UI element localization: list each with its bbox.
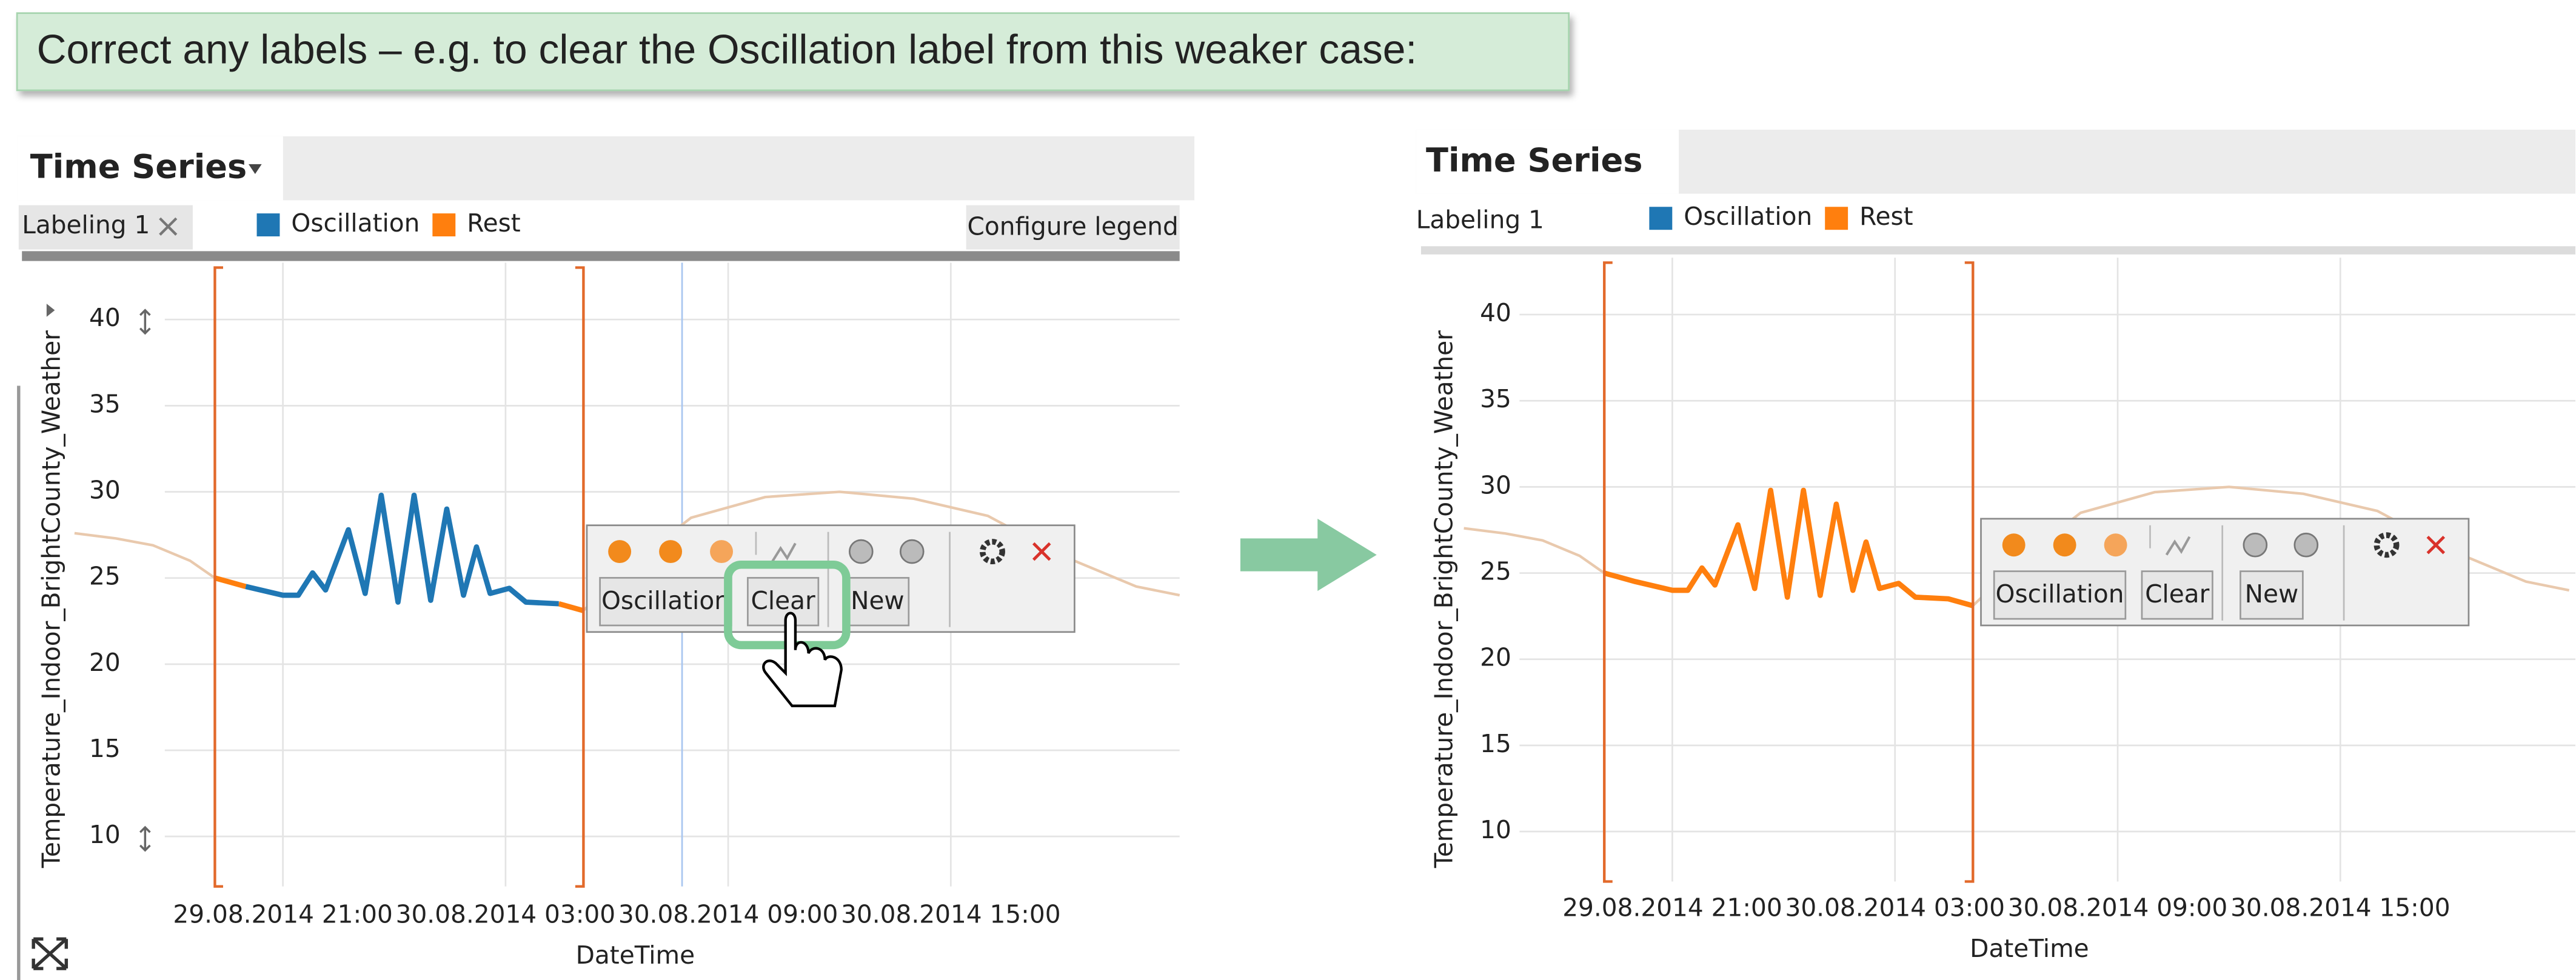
settings-icon[interactable] — [979, 539, 1005, 565]
x-tick-label: 29.08.2014 21:00 — [173, 899, 392, 928]
labeling-tab[interactable]: Labeling 1 — [1416, 205, 1544, 235]
y-tick-label: 30 — [89, 476, 121, 505]
hand-cursor — [762, 612, 843, 707]
header-box — [16, 12, 1570, 92]
label-button[interactable] — [1993, 570, 2127, 620]
legend-swatch — [1649, 207, 1673, 230]
label-button[interactable] — [845, 577, 910, 627]
left-panel: Time Series Labeling 1 Oscillation Rest Conf… — [17, 136, 1195, 980]
close-icon[interactable] — [1032, 542, 1051, 561]
y-tick-label: 10 — [89, 820, 121, 849]
legend-label: Rest — [467, 208, 520, 238]
toolbar-icon[interactable] — [2002, 533, 2026, 557]
configure-legend-label[interactable]: Configure legend — [968, 212, 1179, 241]
legend-swatch — [432, 213, 456, 237]
toolbar-icon[interactable] — [2293, 532, 2319, 558]
y-tick-label: 40 — [1480, 298, 1511, 327]
selection-bracket — [575, 266, 585, 888]
y-tick-label: 40 — [89, 303, 121, 332]
label-button-text[interactable]: New — [2245, 579, 2299, 608]
x-axis-label: DateTime — [576, 941, 695, 970]
close-tab-icon[interactable] — [159, 217, 178, 236]
collapse-icon[interactable] — [46, 304, 55, 317]
toolbar-icon[interactable] — [848, 539, 874, 564]
legend-swatch — [256, 213, 280, 237]
toolbar-icon[interactable] — [899, 539, 925, 564]
y-tick-label: 15 — [89, 734, 121, 763]
panel-title: Time Series — [1426, 141, 1643, 179]
title-tab — [17, 136, 283, 201]
series-line — [1604, 487, 1974, 608]
selection-bracket — [1603, 261, 1613, 883]
y-tick-label: 35 — [1480, 384, 1511, 413]
label-button-text[interactable]: Oscillation — [1996, 579, 2124, 608]
toolbar-icon[interactable] — [710, 540, 734, 564]
toolbar-icon[interactable] — [771, 542, 797, 562]
x-tick-label: 30.08.2014 09:00 — [618, 899, 838, 928]
x-tick-label: 30.08.2014 15:00 — [2230, 893, 2450, 922]
label-button-text[interactable]: Oscillation — [601, 586, 730, 615]
toolbar-icon[interactable] — [2053, 533, 2076, 557]
selection-bracket — [1964, 261, 1975, 883]
scale-arrow-icon[interactable] — [139, 308, 151, 335]
label-button[interactable] — [747, 577, 820, 627]
expand-icon[interactable] — [32, 937, 69, 970]
x-tick-label: 30.08.2014 09:00 — [2008, 893, 2227, 922]
panel-title: Time Series — [30, 148, 247, 186]
close-icon[interactable] — [2426, 535, 2446, 555]
y-tick-label: 30 — [1480, 470, 1511, 499]
x-tick-label: 30.08.2014 03:00 — [1785, 893, 2005, 922]
x-tick-label: 30.08.2014 03:00 — [396, 899, 615, 928]
label-button-text[interactable]: New — [851, 586, 905, 615]
label-button[interactable] — [2141, 570, 2213, 620]
y-tick-label: 15 — [1480, 729, 1511, 758]
series-line — [214, 575, 584, 613]
toolbar-icon[interactable] — [2165, 536, 2191, 556]
scale-arrow-icon[interactable] — [139, 825, 151, 852]
right-panel: Time Series Labeling 1 Oscillation Rest 29.0… — [1416, 129, 2575, 963]
title-tab — [1416, 129, 1679, 194]
x-axis-label: DateTime — [1970, 934, 2089, 963]
toolbar-icon[interactable] — [608, 540, 632, 564]
configure-legend-button[interactable] — [966, 205, 1180, 250]
selection-bracket — [213, 266, 223, 888]
x-tick-label: 30.08.2014 15:00 — [841, 899, 1060, 928]
y-tick-label: 35 — [89, 389, 121, 418]
y-tick-label: 25 — [89, 562, 121, 591]
dropdown-icon[interactable] — [248, 164, 262, 175]
x-tick-label: 29.08.2014 21:00 — [1562, 893, 1782, 922]
labeling-tab-bg[interactable] — [18, 205, 193, 250]
legend-swatch — [1825, 207, 1848, 230]
labeling-tab[interactable]: Labeling 1 — [22, 210, 150, 239]
y-tick-label: 20 — [1480, 643, 1511, 672]
separator-bar — [1420, 246, 2575, 255]
legend-label: Oscillation — [1684, 202, 1812, 231]
toolbar-icon[interactable] — [2104, 533, 2127, 557]
y-tick-label: 10 — [1480, 815, 1511, 844]
toolbar-icon[interactable] — [2243, 532, 2268, 558]
header-text: Correct any labels – e.g. to clear the O… — [37, 27, 1417, 73]
toolbar-icon[interactable] — [659, 540, 683, 564]
label-button[interactable] — [2240, 570, 2304, 620]
label-button[interactable] — [599, 577, 732, 627]
y-axis-label: Temperature_Indoor_BrightCounty_Weather — [37, 330, 66, 868]
settings-icon[interactable] — [2374, 532, 2400, 558]
legend-label: Oscillation — [291, 208, 420, 238]
y-tick-label: 20 — [89, 648, 121, 677]
arrow — [1240, 518, 1377, 592]
series-line — [245, 492, 559, 607]
label-button-text[interactable]: Clear — [2145, 579, 2210, 608]
separator-bar — [22, 251, 1180, 261]
label-button-text[interactable]: Clear — [751, 586, 816, 615]
y-tick-label: 25 — [1480, 557, 1511, 586]
y-axis-label: Temperature_Indoor_BrightCounty_Weather — [1430, 330, 1459, 868]
legend-label: Rest — [1859, 202, 1913, 231]
